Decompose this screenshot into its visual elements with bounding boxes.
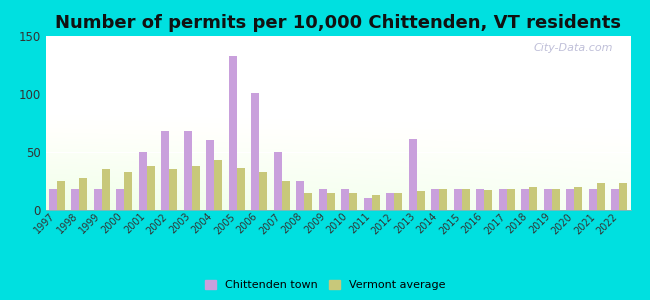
Bar <box>229 56 237 210</box>
Bar <box>462 189 470 210</box>
Bar <box>124 172 132 210</box>
Bar <box>395 193 402 210</box>
Bar <box>432 189 439 210</box>
Bar <box>139 152 147 210</box>
Bar <box>102 169 110 210</box>
Bar <box>566 189 574 210</box>
Bar <box>484 190 492 210</box>
Bar <box>49 189 57 210</box>
Bar <box>94 189 102 210</box>
Bar <box>417 191 424 210</box>
Bar <box>304 193 312 210</box>
Bar <box>214 160 222 210</box>
Bar <box>619 183 627 210</box>
Bar <box>207 140 215 210</box>
Bar <box>521 189 529 210</box>
Bar <box>116 189 124 210</box>
Bar <box>386 193 395 210</box>
Bar <box>507 189 515 210</box>
Bar <box>589 189 597 210</box>
Bar <box>237 168 244 210</box>
Bar <box>274 152 281 210</box>
Bar <box>296 181 304 210</box>
Bar <box>552 189 560 210</box>
Bar <box>574 187 582 210</box>
Bar <box>184 131 192 210</box>
Bar <box>327 193 335 210</box>
Bar <box>499 189 507 210</box>
Bar <box>252 93 259 210</box>
Bar <box>281 181 290 210</box>
Bar <box>544 189 552 210</box>
Bar <box>192 166 200 210</box>
Bar <box>57 181 64 210</box>
Bar <box>319 189 327 210</box>
Bar <box>372 195 380 210</box>
Legend: Chittenden town, Vermont average: Chittenden town, Vermont average <box>200 275 450 294</box>
Bar <box>597 183 604 210</box>
Bar <box>147 166 155 210</box>
Bar <box>72 189 79 210</box>
Bar <box>259 172 267 210</box>
Bar <box>529 187 537 210</box>
Bar <box>476 189 484 210</box>
Bar <box>364 198 372 210</box>
Text: City-Data.com: City-Data.com <box>534 43 613 53</box>
Bar <box>79 178 87 210</box>
Bar <box>409 139 417 210</box>
Bar <box>454 189 462 210</box>
Bar <box>341 189 349 210</box>
Bar <box>612 189 619 210</box>
Bar <box>439 189 447 210</box>
Bar <box>349 193 357 210</box>
Bar <box>161 131 169 210</box>
Title: Number of permits per 10,000 Chittenden, VT residents: Number of permits per 10,000 Chittenden,… <box>55 14 621 32</box>
Bar <box>169 169 177 210</box>
